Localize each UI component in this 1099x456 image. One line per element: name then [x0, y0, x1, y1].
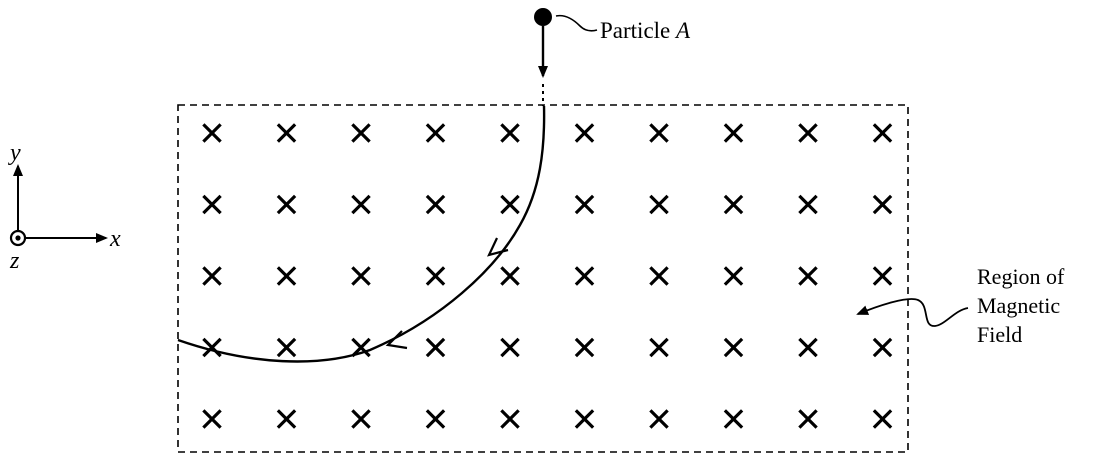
field-cross-icon: [872, 266, 893, 286]
field-cross-icon: [425, 266, 446, 286]
field-cross-icon: [723, 194, 744, 215]
field-cross-icon: [425, 409, 446, 429]
field-cross-icon: [500, 337, 520, 358]
field-cross-icon: [574, 194, 595, 215]
field-cross-icon: [500, 123, 520, 143]
region-label-line-3: Field: [977, 322, 1022, 347]
field-cross-icon: [351, 266, 371, 286]
field-cross-icon: [276, 337, 297, 358]
field-cross-icon: [276, 123, 297, 143]
field-cross-icon: [425, 123, 446, 143]
field-into-page-crosses: [202, 123, 893, 429]
trajectory-direction-arrow-2: [385, 330, 408, 350]
field-cross-icon: [351, 194, 371, 215]
coordinate-axes: y x z: [8, 140, 121, 274]
field-cross-icon: [500, 266, 520, 286]
particle-a-label-letter: A: [674, 18, 691, 43]
field-cross-icon: [574, 337, 595, 358]
field-cross-icon: [723, 123, 744, 143]
field-cross-icon: [351, 123, 371, 143]
particle-a-label-leader: [555, 14, 598, 32]
region-label-group: Region of Magnetic Field: [856, 264, 1065, 347]
field-cross-icon: [649, 194, 669, 215]
field-cross-icon: [276, 409, 297, 429]
particle-a-dot: [534, 8, 552, 26]
field-cross-icon: [202, 123, 222, 143]
field-cross-icon: [351, 409, 371, 429]
particle-a-label-text: Particle: [600, 18, 670, 43]
field-cross-icon: [425, 337, 446, 358]
field-cross-icon: [202, 266, 222, 286]
trajectory-curve: [177, 105, 546, 363]
z-axis-label: z: [9, 248, 20, 274]
x-axis-label: x: [109, 226, 121, 252]
field-cross-icon: [872, 123, 893, 143]
particle-a-label: Particle A: [600, 18, 691, 43]
field-cross-icon: [649, 409, 669, 429]
field-cross-icon: [500, 194, 520, 215]
field-cross-icon: [202, 194, 222, 215]
field-cross-icon: [500, 409, 520, 429]
field-cross-icon: [649, 266, 669, 286]
region-label-leader-arrow: [856, 298, 969, 327]
field-cross-icon: [574, 409, 595, 429]
field-cross-icon: [798, 194, 818, 215]
field-cross-icon: [202, 409, 222, 429]
region-label-line-2: Magnetic: [977, 293, 1060, 318]
field-cross-icon: [723, 409, 744, 429]
field-cross-icon: [723, 337, 744, 358]
field-cross-icon: [798, 123, 818, 143]
field-cross-icon: [798, 266, 818, 286]
field-cross-icon: [276, 194, 297, 215]
z-axis-dot: [15, 235, 21, 241]
field-cross-icon: [276, 266, 297, 286]
field-cross-icon: [798, 409, 818, 429]
field-cross-icon: [425, 194, 446, 215]
trajectory-direction-arrow-1: [487, 237, 509, 257]
field-cross-icon: [798, 337, 818, 358]
y-axis-label: y: [8, 140, 21, 166]
field-cross-icon: [649, 123, 669, 143]
field-cross-icon: [574, 123, 595, 143]
region-label-line-1: Region of: [977, 264, 1065, 289]
field-cross-icon: [723, 266, 744, 286]
field-cross-icon: [574, 266, 595, 286]
field-cross-icon: [649, 337, 669, 358]
particle-a: Particle A: [534, 8, 691, 78]
field-cross-icon: [872, 409, 893, 429]
field-cross-icon: [872, 337, 893, 358]
particle-trajectory: [177, 84, 546, 363]
field-cross-icon: [872, 194, 893, 215]
